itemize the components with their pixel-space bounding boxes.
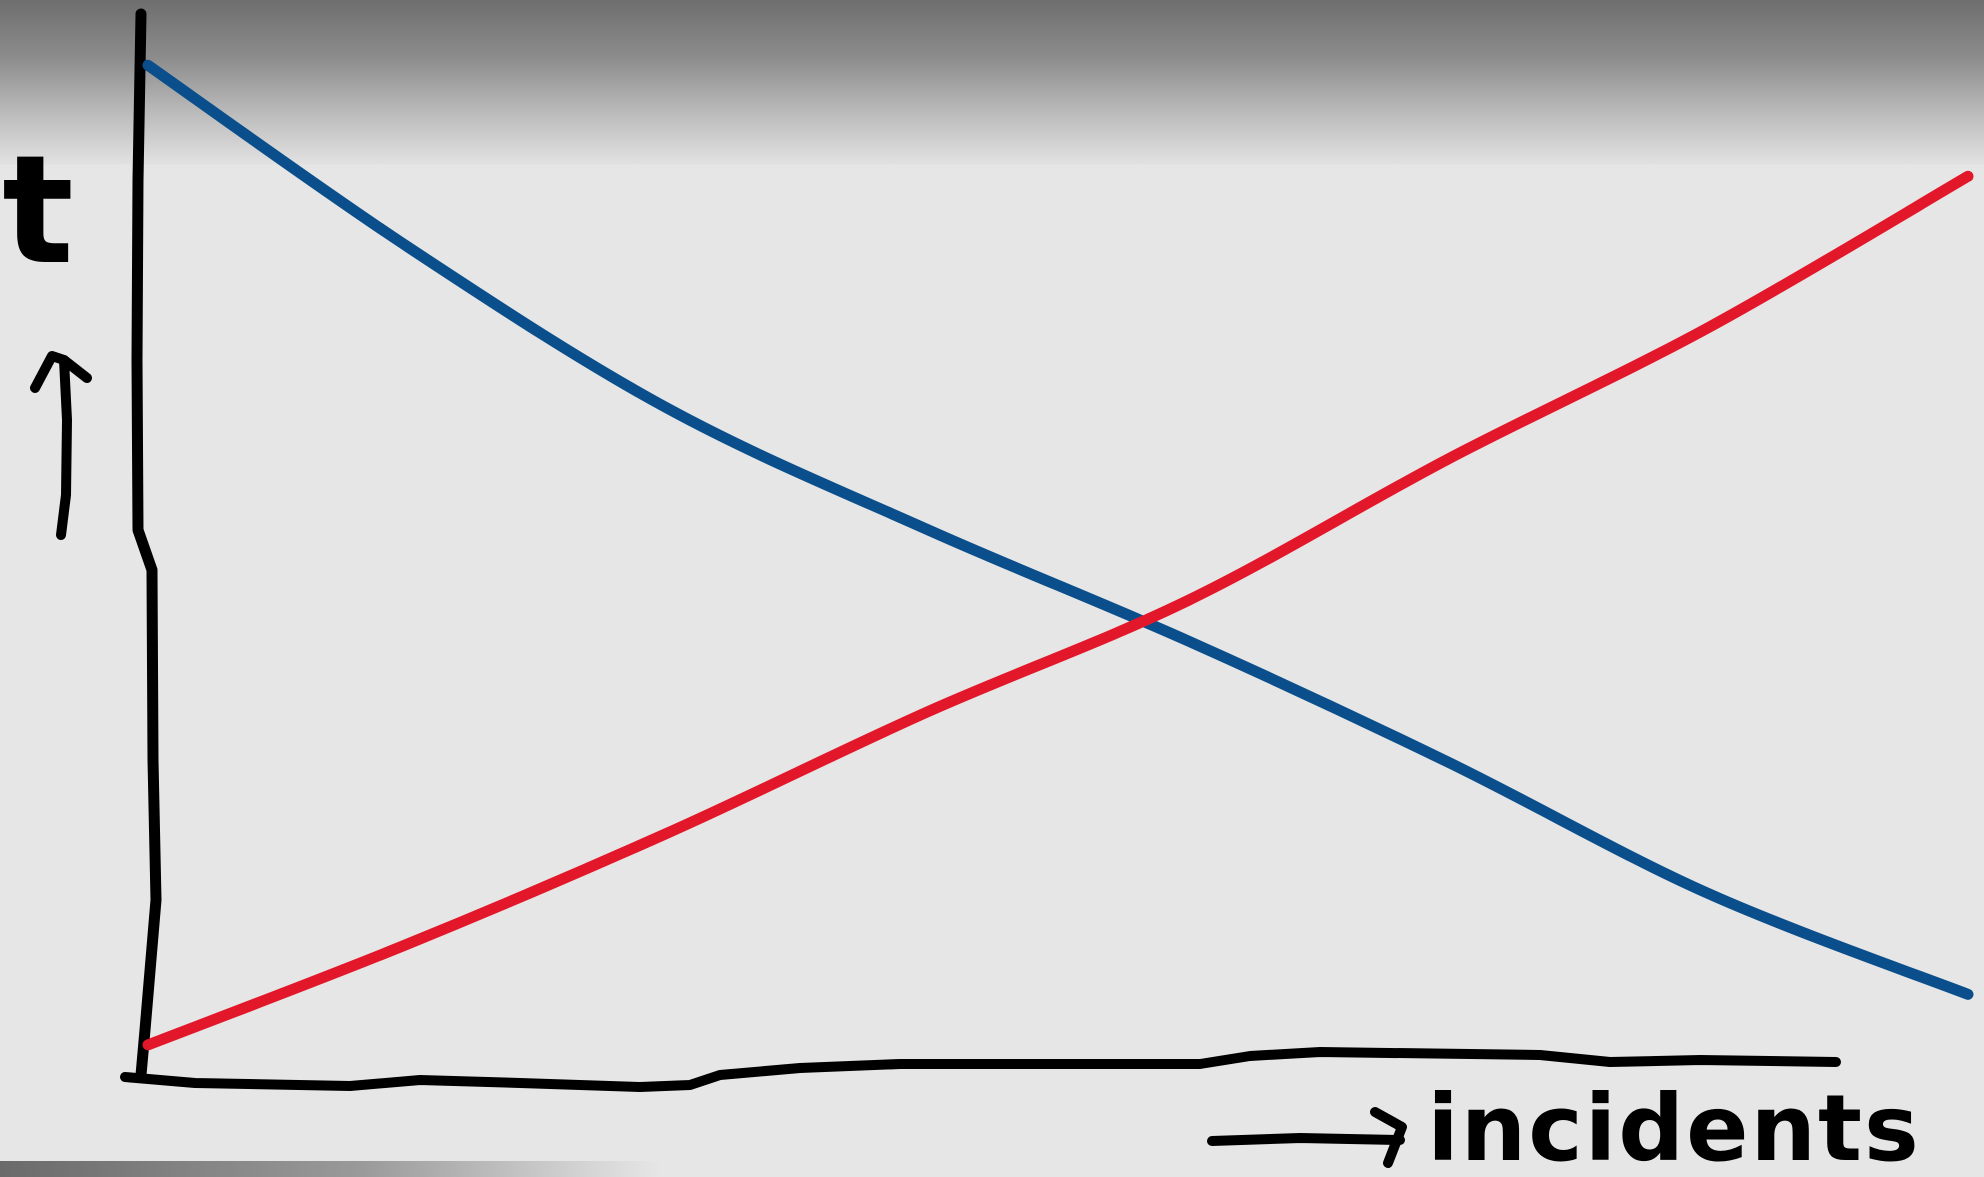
- decreasing-line-0: [142, 59, 1974, 1000]
- series-layer: [142, 59, 1974, 1051]
- x-axis-label: incidents: [1427, 1075, 1921, 1177]
- axis-labels: t incidents: [2, 124, 1921, 1177]
- top-shadow-band: [0, 0, 1984, 165]
- axes: [30, 8, 1841, 1168]
- y-axis-label: t: [2, 124, 74, 298]
- bottom-shadow-strip: [0, 1161, 660, 1177]
- y-arrow-icon: [30, 351, 92, 540]
- increasing-line-1: [142, 170, 1974, 1051]
- x-axis: [120, 1047, 1841, 1092]
- x-arrow-icon: [1207, 1107, 1407, 1168]
- y-axis: [131, 8, 162, 1081]
